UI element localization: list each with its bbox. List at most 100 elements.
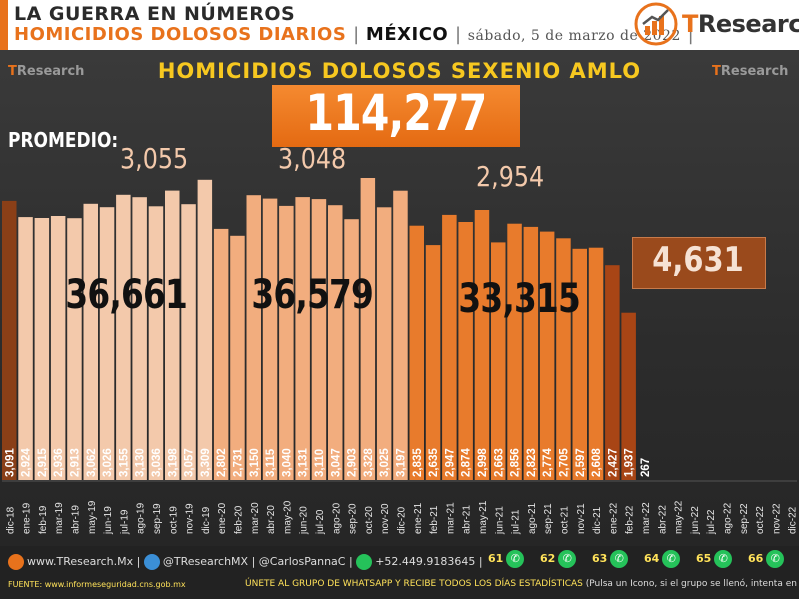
bar-oct-19 [165,190,180,480]
tick-label-ago-20: ago-20 [331,502,342,534]
year-total-2020: 36,579 [251,272,374,318]
bar-label-mar-22: 267 [640,458,652,477]
footer-whatsapp-message: ÚNETE AL GRUPO DE WHATSAPP Y RECIBE TODO… [245,579,799,589]
whatsapp-group-65[interactable]: 65 ✆ [696,550,733,568]
tresearch-logo-icon [634,2,678,46]
whatsapp-group-66[interactable]: 66 ✆ [748,550,785,568]
bar-label-sep-20: 2,903 [347,448,359,477]
bar-label-dic-19: 3,309 [200,448,212,477]
tick-label-dic-22: dic-22 [788,506,799,534]
bar-label-feb-20: 2,731 [233,448,245,477]
average-2021: 2,954 [476,160,545,193]
bar-jun-21 [491,242,506,480]
tick-label-may-19: may-19 [87,500,98,534]
bar-nov-20 [376,207,392,481]
tick-label-ago-19: ago-19 [136,502,147,534]
tick-label-feb-21: feb-21 [429,505,440,534]
whatsapp-icon: ✆ [558,550,577,568]
bar-jun-19 [99,207,115,480]
tick-label-ene-19: ene-19 [22,502,33,534]
tick-label-ene-22: ene-22 [608,502,619,534]
tick-label-oct-20: oct-20 [364,506,375,534]
bar-ene-20 [213,228,229,480]
header: LA GUERRA EN NÚMEROS HOMICIDIOS DOLOSOS … [0,0,799,50]
whatsapp-group-61[interactable]: 61 ✆ [488,550,525,568]
whatsapp-icon: ✆ [610,550,629,568]
tick-label-feb-20: feb-20 [234,505,245,534]
tick-label-ago-21: ago-21 [527,502,538,534]
tick-label-oct-19: oct-19 [168,506,179,534]
chart-logo-right: TResearch [712,64,789,79]
bar-label-oct-21: 2,705 [559,448,571,477]
footer-twitter[interactable]: @TResearchMX [162,555,249,568]
footer: www.TResearch.Mx | @TResearchMX | @Carlo… [0,546,799,599]
bar-dic-19 [197,179,213,481]
bar-feb-20 [230,235,245,480]
footer-author[interactable]: @CarlosPannaC [258,555,346,568]
bar-label-nov-21: 2,597 [575,448,587,477]
bar-jul-21 [507,223,522,480]
footer-web[interactable]: www.TResearch.Mx [27,555,134,568]
footer-phone[interactable]: +52.449.9183645 [375,555,476,568]
total-value: 114,277 [305,84,487,142]
tick-label-jun-20: jun-20 [299,506,310,535]
whatsapp-group-62[interactable]: 62 ✆ [540,550,577,568]
twitter-icon [143,554,160,570]
bar-label-mar-19: 2,936 [53,448,65,477]
tick-label-jul-19: jul-19 [119,509,130,535]
bar-may-20 [279,205,294,480]
bar-ago-20 [328,205,343,480]
bar-label-ago-21: 2,823 [526,448,538,477]
whatsapp-group-64[interactable]: 64 ✆ [644,550,681,568]
bar-label-jun-21: 2,663 [493,448,505,477]
bar-sep-21 [539,231,555,480]
bar-label-dic-20: 3,197 [396,448,408,477]
footer-contacts: www.TResearch.Mx | @TResearchMX | @Carlo… [8,554,483,570]
bar-abr-21 [458,222,473,480]
tick-label-abr-20: abr-20 [266,505,277,534]
chart-logo-left: TResearch [8,64,85,79]
bar-abr-20 [262,198,278,480]
whatsapp-phone-icon [356,554,373,570]
bar-label-ene-21: 2,835 [412,448,424,477]
tick-label-nov-22: nov-22 [771,503,782,534]
bar-label-mar-21: 2,947 [444,448,456,477]
web-icon [8,554,24,570]
bar-label-jul-21: 2,856 [510,448,522,477]
bar-ago-21 [523,226,539,480]
tick-label-feb-22: feb-22 [625,505,636,534]
whatsapp-group-63[interactable]: 63 ✆ [592,550,629,568]
tick-label-ene-21: ene-21 [413,502,424,534]
bar-oct-20 [360,178,376,480]
bar-label-feb-22: 1,937 [624,448,636,477]
bar-chart-svg: 3,091 dic-18 2,924 ene-19 2,915 feb-19 2,936 ma… [2,178,799,535]
bar-label-abr-19: 2,913 [70,448,82,477]
tick-label-dic-19: dic-19 [201,506,212,534]
tick-label-may-20: may-20 [282,500,293,534]
tick-label-oct-21: oct-21 [560,506,571,534]
bar-mar-20 [246,195,261,480]
tick-label-may-21: may-21 [478,500,489,534]
year-total-2019: 36,661 [65,272,188,318]
bar-label-abr-20: 3,115 [265,448,277,477]
tick-label-jul-20: jul-20 [315,509,326,535]
bar-label-jun-19: 3,026 [102,448,114,477]
bar-label-oct-19: 3,198 [167,448,179,477]
bar-jul-19 [116,194,131,481]
whatsapp-icon: ✆ [662,550,681,568]
bar-jul-20 [311,199,327,480]
tresearch-logo: TResearch [634,2,799,48]
chart-title: HOMICIDIOS DOLOSOS SEXENIO AMLO [157,59,642,83]
bar-label-oct-20: 3,328 [363,448,375,477]
bar-jun-20 [295,197,310,480]
whatsapp-icon: ✆ [506,550,525,568]
header-date: sábado, 5 de marzo de 2022 [467,28,681,44]
bar-label-jul-19: 3,155 [118,448,130,477]
tick-label-ago-22: ago-22 [723,502,734,534]
tick-label-mar-22: mar-22 [641,502,652,534]
bar-ene-22 [605,265,620,480]
bar-feb-22 [621,312,636,480]
bar-label-dic-21: 2,608 [591,448,603,477]
tick-label-dic-18: dic-18 [5,506,16,534]
bar-label-nov-19: 3,057 [184,448,196,477]
